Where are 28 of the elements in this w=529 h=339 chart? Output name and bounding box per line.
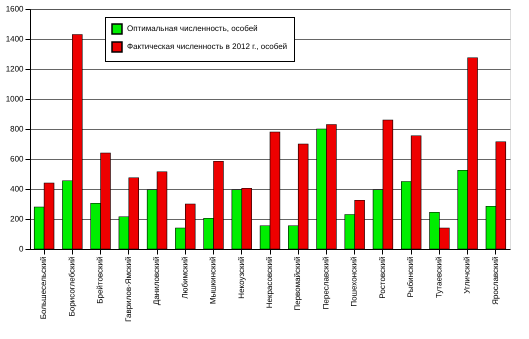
x-tick-label: Брейтовский — [96, 256, 105, 304]
x-tick-label: Даниловский — [152, 256, 162, 306]
x-tick-label: Ярославский — [490, 256, 500, 305]
y-tick-label: 600 — [10, 154, 24, 164]
x-tick-label: Переславский — [321, 256, 330, 310]
x-tick-label: Большесельский — [39, 256, 48, 320]
y-tick-label: 1600 — [6, 4, 24, 14]
y-tick-label: 800 — [10, 124, 24, 134]
y-tick-label: 400 — [10, 184, 24, 194]
x-tick-label: Рыбинский — [406, 256, 416, 298]
x-tick-label: Борисоглебский — [67, 256, 76, 316]
x-tick-label: Пошехонский — [350, 256, 359, 307]
x-tick-label: Угличский — [462, 256, 472, 294]
x-tick-label: Любимский — [180, 256, 190, 299]
y-tick-label: 200 — [10, 214, 24, 224]
y-tick-label: 1400 — [6, 34, 24, 44]
legend-label: Оптимальная численность, особей — [127, 24, 258, 33]
x-tick-label: Ростовский — [378, 256, 387, 299]
y-tick-label: 1000 — [6, 94, 24, 104]
x-tick-label: Некрасовский — [265, 256, 274, 308]
y-tick-label: 0 — [19, 244, 24, 254]
x-tick-label: Гаврилов-Ямский — [124, 256, 133, 322]
x-tick-label: Некоузский — [236, 256, 246, 299]
x-tick-label: Первомайский — [293, 256, 302, 311]
x-tick-label: Мышкинский — [208, 256, 218, 304]
x-tick-label: Тутаевский — [434, 256, 444, 298]
legend-label: Фактическая численность в 2012 г., особей — [127, 42, 288, 51]
y-tick-label: 1200 — [6, 64, 24, 74]
